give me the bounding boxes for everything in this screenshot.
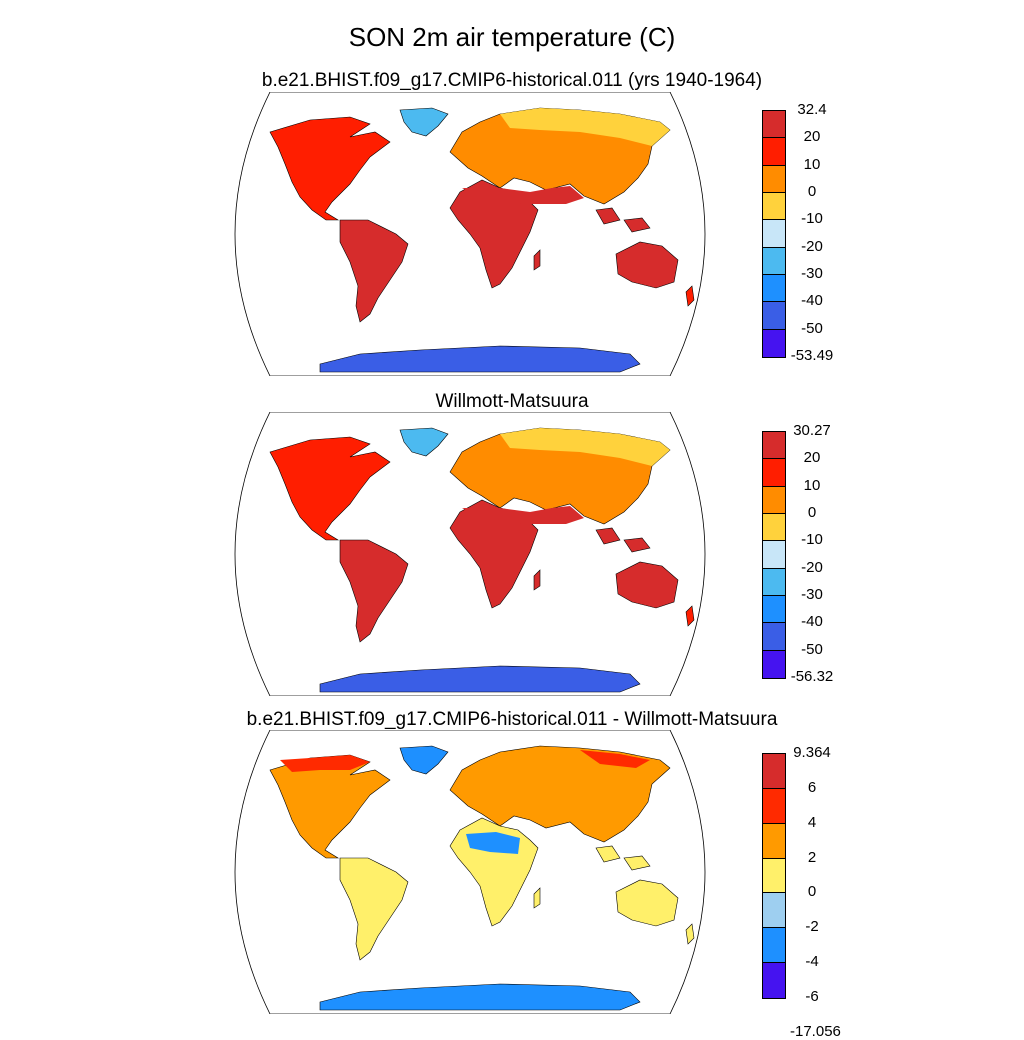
- colorbar-label: 4: [807, 813, 817, 831]
- colorbar-label: -20: [801, 237, 823, 255]
- continent-australia: [615, 879, 679, 927]
- colorbar-label: 20: [803, 449, 821, 467]
- colorbar-box: [763, 893, 785, 929]
- panel-2-colorbar: [762, 431, 786, 679]
- colorbar-box: [763, 486, 785, 514]
- continent-antarctica: [319, 345, 641, 373]
- colorbar-label: -40: [801, 292, 823, 310]
- colorbar-box: [763, 858, 785, 894]
- continent-eurasia: [449, 745, 671, 843]
- continent-madagascar: [533, 249, 541, 271]
- colorbar-label: 0: [807, 883, 817, 901]
- colorbar-box: [763, 623, 785, 651]
- continent-australia: [615, 241, 679, 289]
- colorbar-label: 9.364: [793, 744, 831, 761]
- panel-2-map: [234, 412, 706, 696]
- colorbar-box: [763, 274, 785, 303]
- colorbar-label: 10: [803, 155, 821, 173]
- continent-antarctica: [319, 665, 641, 693]
- colorbar-box: [763, 754, 785, 789]
- colorbar-label: -6: [805, 988, 819, 1005]
- colorbar-label: -4: [805, 953, 819, 971]
- colorbar-label: -50: [801, 640, 823, 658]
- colorbar-label: 6: [807, 778, 817, 796]
- continent-madagascar: [533, 887, 541, 909]
- colorbar-box: [763, 568, 785, 596]
- colorbar-label: -10: [801, 210, 823, 228]
- colorbar-label: 30.27: [793, 422, 831, 439]
- colorbar-label: 0: [807, 183, 817, 200]
- continent-nz: [685, 923, 695, 945]
- colorbar-box: [763, 247, 785, 275]
- panel-1-title: b.e21.BHIST.f09_g17.CMIP6-historical.011…: [261, 70, 763, 91]
- colorbar-box: [763, 459, 785, 487]
- colorbar-box: [763, 513, 785, 542]
- continent-greenland: [399, 107, 449, 137]
- colorbar-box: [763, 432, 785, 460]
- colorbar-box: [763, 329, 785, 357]
- colorbar-box: [763, 595, 785, 624]
- colorbar-label: -40: [801, 613, 823, 631]
- colorbar-label: -50: [801, 319, 823, 337]
- colorbar-box: [763, 650, 785, 678]
- colorbar-label: 32.4: [797, 101, 827, 118]
- colorbar-box: [763, 138, 785, 166]
- colorbar-box: [763, 928, 785, 964]
- panel-3-map: [234, 730, 706, 1014]
- colorbar-label: -30: [801, 586, 823, 603]
- continent-namerica: [269, 754, 391, 859]
- colorbar-label: -53.49: [790, 347, 834, 364]
- continent-greenland: [399, 427, 449, 457]
- continent-samerica: [339, 539, 409, 643]
- colorbar-box: [763, 220, 785, 248]
- cold-bias-overlay: [466, 832, 520, 854]
- colorbar-label: -10: [801, 531, 823, 549]
- colorbar-label: -20: [801, 558, 823, 576]
- continent-namerica: [269, 436, 391, 541]
- continent-madagascar: [533, 569, 541, 591]
- warm-bias-overlay: [280, 750, 650, 772]
- colorbar-box: [763, 788, 785, 824]
- warm-region-overlay: [462, 186, 584, 204]
- colorbar-label: -2: [805, 918, 819, 936]
- colorbar-box: [763, 165, 785, 193]
- continent-greenland: [399, 745, 449, 775]
- cold-region-overlay: [500, 108, 670, 146]
- colorbar-box: [763, 192, 785, 221]
- continent-seasia: [595, 527, 651, 553]
- continent-nz: [685, 605, 695, 627]
- colorbar-label: -30: [801, 265, 823, 282]
- continent-australia: [615, 561, 679, 609]
- colorbar-box: [763, 963, 785, 998]
- panel-1-colorbar: [762, 110, 786, 358]
- colorbar-box: [763, 541, 785, 569]
- continent-nz: [685, 285, 695, 307]
- panel-3-colorbar: [762, 753, 786, 999]
- colorbar-box: [763, 111, 785, 139]
- continent-seasia: [595, 207, 651, 233]
- warm-region-overlay: [462, 506, 584, 524]
- continent-samerica: [339, 219, 409, 323]
- continent-antarctica: [319, 983, 641, 1011]
- colorbar-box: [763, 823, 785, 859]
- colorbar-box: [763, 302, 785, 330]
- continent-seasia: [595, 845, 651, 871]
- colorbar-label: 10: [803, 476, 821, 494]
- colorbar-label: 20: [803, 128, 821, 146]
- continent-samerica: [339, 857, 409, 961]
- main-title: SON 2m air temperature (C): [348, 22, 676, 52]
- colorbar-label: -56.32: [790, 668, 834, 685]
- colorbar-label: 0: [807, 504, 817, 521]
- panel-1-map: [234, 92, 706, 376]
- colorbar-label: -17.056: [790, 1022, 841, 1040]
- panel-3-title: b.e21.BHIST.f09_g17.CMIP6-historical.011…: [246, 709, 778, 730]
- colorbar-label: 2: [807, 848, 817, 866]
- continent-namerica: [269, 116, 391, 221]
- panel-2-title: Willmott-Matsuura: [435, 391, 589, 412]
- cold-region-overlay: [500, 428, 670, 466]
